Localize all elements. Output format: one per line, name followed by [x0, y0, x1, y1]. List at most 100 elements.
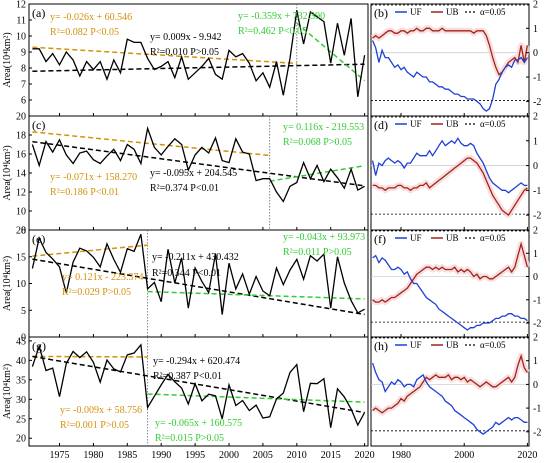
trend-equation-after: y= 0.116x - 219.553 — [283, 122, 364, 133]
trend-equation-before: y= -0.071x + 158.270 — [50, 172, 137, 183]
y-axis-title: Area(10⁴km²) — [2, 364, 13, 419]
mk-panel-frame — [370, 229, 530, 338]
y-tick-label: 1 — [533, 136, 538, 147]
legend-ub-label: UB — [446, 340, 459, 350]
trend-line-before — [32, 244, 148, 257]
y-tick-label: 0 — [533, 380, 538, 391]
uf-line — [371, 137, 528, 194]
y-tick-label: -1 — [533, 295, 541, 306]
y-axis-title: Area(10⁴km²) — [2, 256, 13, 311]
y-tick-label: -2 — [533, 97, 541, 108]
legend-uf-label: UF — [410, 119, 422, 129]
trend-stats-all: R²=0.344 P<0.01 — [152, 268, 221, 279]
y-tick-label: 11 — [16, 16, 26, 27]
x-tick-label: 1980 — [391, 450, 411, 461]
uf-line — [372, 40, 528, 112]
x-tick-label: 2000 — [219, 450, 239, 461]
y-tick-label: 0 — [533, 161, 538, 172]
y-tick-label: 0 — [533, 48, 538, 59]
y-tick-label: 12 — [16, 188, 26, 199]
trend-stats-before: R²=0.186 P<0.01 — [50, 187, 119, 198]
legend-alpha-label: α=0.05 — [480, 7, 506, 17]
panel-label: (c) — [32, 118, 45, 132]
y-tick-label: 0 — [533, 272, 538, 283]
trend-line-after — [147, 393, 365, 403]
area-series-line — [31, 125, 365, 203]
x-tick-label: 2020 — [355, 450, 375, 461]
y-tick-label: 2 — [533, 226, 538, 237]
y-tick-label: 40 — [16, 356, 26, 367]
trend-equation-before: y= -0.026x + 60.546 — [50, 12, 132, 23]
y-tick-label: 45 — [16, 336, 26, 347]
x-tick-label: 1980 — [83, 450, 103, 461]
y-tick-label: 2 — [533, 333, 538, 344]
y-tick-label: 15 — [16, 252, 26, 263]
trend-stats-all: R²=0.374 P<0.01 — [150, 183, 219, 194]
y-axis-title: Area(10⁴km²) — [2, 145, 13, 200]
trend-line-all — [32, 355, 365, 414]
x-tick-label: 1990 — [151, 450, 171, 461]
area-series-line — [31, 234, 365, 315]
panel-frame — [28, 336, 369, 447]
ub-line — [372, 353, 528, 414]
trend-stats-before: R²=0.001 P>0.05 — [60, 420, 129, 431]
trend-equation-all: y= 0.009x - 9.942 — [150, 32, 221, 43]
trend-line-all — [32, 63, 365, 72]
y-tick-label: 20 — [16, 226, 26, 237]
legend-ub-label: UB — [446, 119, 459, 129]
y-tick-label: 9 — [21, 48, 26, 59]
panel-label: (g) — [32, 339, 46, 353]
panel-label: (h) — [374, 339, 388, 353]
y-tick-label: 16 — [16, 150, 26, 161]
panel-label: (a) — [32, 6, 45, 20]
trend-stats-before: R²=0.029 P>0.05 — [62, 287, 131, 298]
uf-line — [371, 362, 528, 436]
trend-stats-all: R²=0.010 P>0.05 — [150, 47, 219, 58]
y-tick-label: 35 — [16, 375, 26, 386]
trend-equation-after: y= -0.043x + 93.973 — [283, 232, 365, 243]
mk-panel-frame — [370, 3, 530, 117]
x-tick-label: 1985 — [117, 450, 137, 461]
x-tick-label: 2015 — [321, 450, 341, 461]
legend-uf-label: UF — [410, 233, 422, 243]
uf-line — [372, 254, 528, 331]
y-tick-label: 12 — [16, 0, 26, 11]
y-tick-label: 1 — [533, 24, 538, 35]
trend-stats-after: R²=0.015 P>0.05 — [155, 433, 224, 444]
x-tick-label: 1975 — [50, 450, 70, 461]
x-tick-label: 1995 — [185, 450, 205, 461]
y-tick-label: 30 — [16, 395, 26, 406]
y-tick-label: 10 — [16, 279, 26, 290]
panel-label: (d) — [374, 118, 388, 132]
trend-line-all — [32, 258, 365, 316]
legend-alpha-label: α=0.05 — [480, 340, 506, 350]
trend-line-after — [296, 22, 366, 82]
y-axis-title: Area(10⁴km²) — [2, 32, 13, 87]
trend-equation-after: y= -0.065x + 160.575 — [155, 418, 242, 429]
y-tick-label: -1 — [533, 73, 541, 84]
y-tick-label: -1 — [533, 404, 541, 415]
x-tick-label: 2000 — [454, 450, 474, 461]
x-tick-label: 2005 — [253, 450, 273, 461]
panel-label: (f) — [374, 232, 386, 246]
x-tick-label: 2020 — [517, 450, 537, 461]
y-tick-label: -2 — [533, 211, 541, 222]
trend-equation-before: y= -0.009x + 58.756 — [60, 405, 142, 416]
legend-uf-label: UF — [410, 340, 422, 350]
ub-line — [372, 241, 529, 303]
x-tick-label: 2010 — [287, 450, 307, 461]
trend-equation-all: y= -0.095x + 204.545 — [150, 168, 237, 179]
trend-equation-after: y= -0.359x + 732.390 — [238, 11, 325, 22]
y-tick-label: -1 — [533, 186, 541, 197]
y-tick-label: 8 — [21, 226, 26, 237]
trend-equation-all: y= -0.211x + 430.432 — [152, 252, 239, 263]
ub-band — [370, 25, 531, 78]
y-tick-label: 20 — [16, 434, 26, 445]
trend-equation-all: y= -0.294x + 620.474 — [153, 356, 240, 367]
y-tick-label: 0 — [21, 333, 26, 344]
trend-stats-all: R²=0.387 P<0.01 — [153, 371, 222, 382]
legend-ub-label: UB — [446, 233, 459, 243]
y-tick-label: 20 — [16, 112, 26, 123]
legend-uf-label: UF — [410, 7, 422, 17]
